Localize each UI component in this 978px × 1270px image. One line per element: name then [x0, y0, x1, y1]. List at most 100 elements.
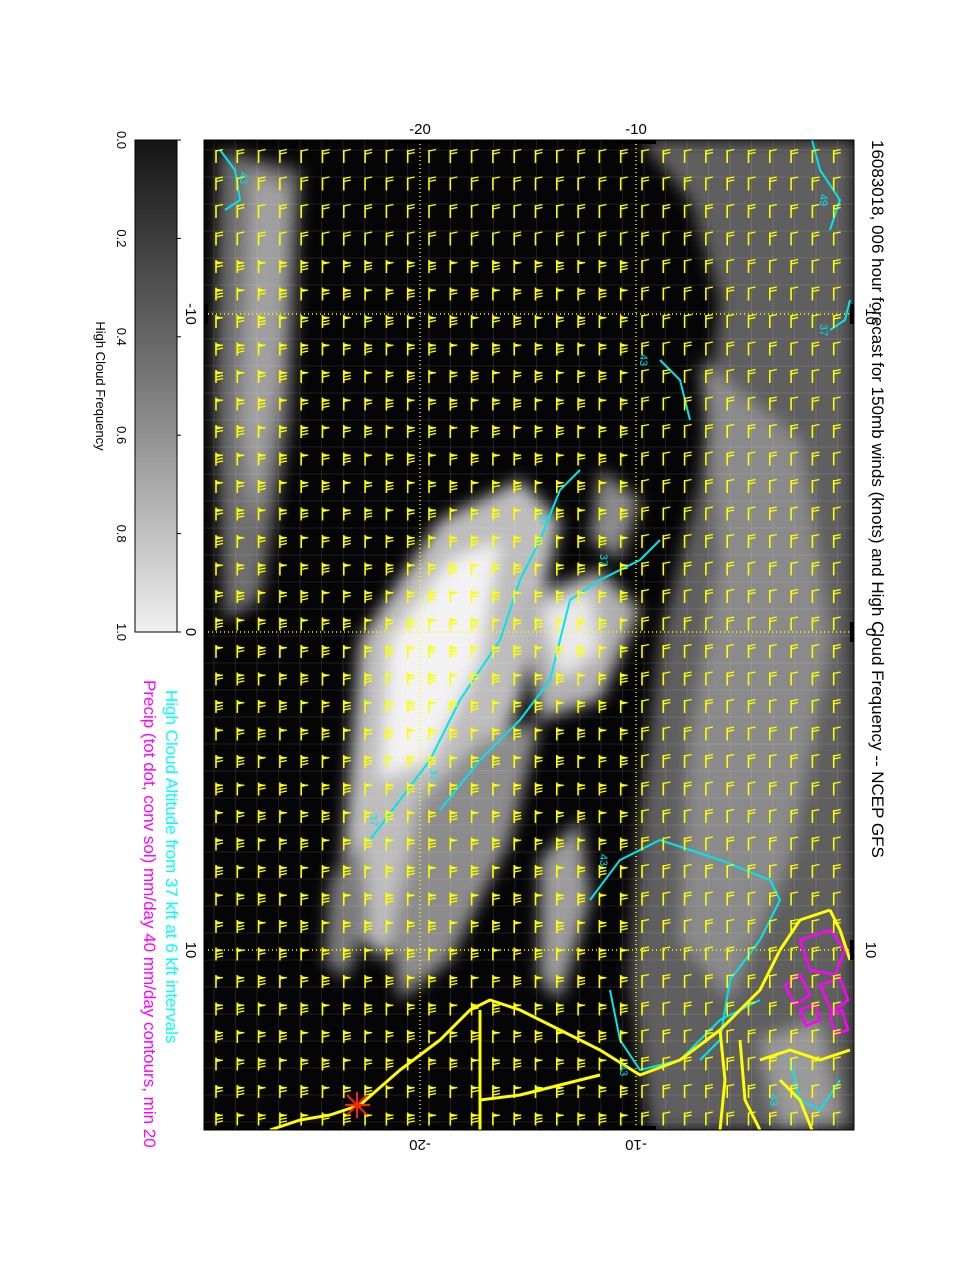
wind-barb: [513, 231, 522, 246]
wind-barb: [811, 231, 820, 246]
wind-barb: [555, 892, 564, 906]
wind-barb: [683, 203, 692, 218]
wind-barb: [832, 753, 841, 768]
wind-barb: [470, 203, 479, 218]
wind-barb: [364, 645, 373, 658]
wind-barb: [257, 342, 266, 356]
wind-barb: [236, 782, 245, 796]
wind-barb: [555, 810, 564, 823]
wind-barb: [470, 975, 479, 988]
wind-barb: [257, 1002, 266, 1016]
wind-barb: [811, 423, 820, 438]
wind-barb: [747, 506, 756, 521]
wind-barb: [300, 892, 309, 906]
wind-barb: [747, 863, 756, 878]
wind-barb: [683, 176, 692, 191]
wind-barb: [428, 507, 437, 521]
wind-barb: [726, 148, 735, 163]
wind-barb: [534, 315, 543, 328]
wind-barb: [449, 892, 458, 906]
wind-barb: [470, 837, 479, 851]
wind-barb: [705, 836, 714, 851]
wind-barb: [747, 231, 756, 246]
wind-barb: [428, 562, 437, 576]
wind-barb: [236, 342, 245, 356]
wind-barb: [832, 313, 841, 328]
wind-barb: [300, 700, 309, 713]
wind-barb: [619, 203, 628, 218]
wind-barb: [406, 645, 415, 658]
wind-barb: [364, 1057, 373, 1071]
wind-barb: [321, 920, 330, 933]
wind-barb: [492, 370, 501, 383]
wind-barb: [683, 1001, 692, 1016]
wind-barb: [470, 810, 479, 823]
wind-barb: [683, 286, 692, 301]
wind-barb: [811, 176, 820, 191]
wind-barb: [832, 533, 841, 548]
wind-barb: [321, 342, 330, 356]
wind-barb: [768, 1028, 777, 1043]
wind-barb: [705, 973, 714, 988]
wind-barb: [790, 1056, 799, 1071]
wind-barb: [470, 452, 479, 466]
wind-barb: [747, 561, 756, 576]
wind-barb: [726, 258, 735, 273]
wind-barb: [534, 452, 543, 466]
wind-barb: [470, 562, 479, 576]
wind-barb: [364, 920, 373, 933]
wind-barb: [619, 452, 628, 466]
wind-barb: [662, 863, 671, 878]
wind-barb: [385, 1002, 394, 1016]
wind-barb: [555, 1057, 564, 1071]
wind-barb: [236, 755, 245, 768]
wind-barb: [321, 810, 330, 823]
wind-barb: [279, 590, 288, 603]
wind-barb: [321, 203, 330, 218]
wind-barb: [257, 203, 266, 218]
wind-barb: [683, 396, 692, 411]
wind-barb: [577, 700, 586, 713]
wind-barb: [321, 231, 330, 246]
wind-barb: [279, 1002, 288, 1016]
wind-barb: [747, 341, 756, 356]
wind-barb: [321, 452, 330, 466]
wind-barb: [513, 727, 522, 741]
wind-barb: [342, 370, 351, 383]
wind-barb: [747, 1028, 756, 1043]
wind-barb: [598, 1112, 607, 1126]
wind-barb: [641, 506, 650, 521]
wind-barb: [747, 313, 756, 328]
wind-barb: [449, 1002, 458, 1016]
wind-barb: [300, 260, 309, 273]
wind-barb: [513, 1002, 522, 1016]
wind-barb: [832, 1001, 841, 1016]
wind-barb: [236, 865, 245, 878]
wind-barb: [385, 700, 394, 713]
right-axis-label: 10: [862, 942, 879, 959]
wind-barb: [321, 507, 330, 521]
wind-barb: [534, 865, 543, 878]
wind-barb: [790, 148, 799, 163]
wind-barb: [555, 562, 564, 576]
wind-barb: [428, 865, 437, 878]
wind-barb: [641, 643, 650, 658]
wind-barb: [555, 947, 564, 961]
wind-barb: [513, 370, 522, 383]
wind-barb: [449, 562, 458, 576]
wind-barb: [577, 947, 586, 961]
wind-barb: [406, 397, 415, 411]
wind-barb: [641, 753, 650, 768]
wind-barb: [470, 370, 479, 383]
wind-barbs: [215, 148, 841, 1126]
wind-barb: [406, 892, 415, 906]
wind-barb: [705, 313, 714, 328]
wind-barb: [449, 231, 458, 246]
wind-barb: [619, 892, 628, 906]
wind-barb: [768, 588, 777, 603]
wind-barb: [747, 368, 756, 383]
wind-barb: [236, 287, 245, 301]
wind-barb: [662, 1083, 671, 1098]
wind-barb: [641, 918, 650, 933]
wind-barb: [513, 203, 522, 218]
